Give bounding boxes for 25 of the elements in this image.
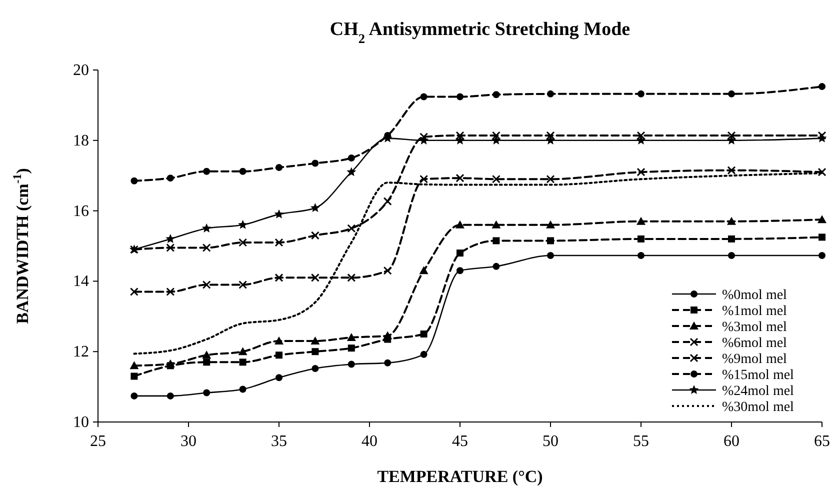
x-tick-label: 45 [452, 433, 468, 450]
y-tick-label: 10 [73, 414, 89, 431]
legend-label: %1mol mel [722, 304, 788, 319]
x-tick-label: 40 [362, 433, 378, 450]
x-tick-label: 55 [633, 433, 649, 450]
legend-label: %15mol mel [722, 368, 794, 383]
y-tick-label: 12 [73, 344, 89, 361]
legend-label: %30mol mel [722, 400, 794, 415]
legend-label: %9mol mel [722, 352, 788, 367]
legend-label: %0mol mel [722, 288, 788, 303]
x-tick-label: 60 [724, 433, 740, 450]
chart-title: CH$_{2}$ Antisymmetric Stretching Mode [330, 19, 630, 46]
x-tick-label: 30 [180, 433, 196, 450]
legend-label: %3mol mel [722, 320, 788, 335]
x-tick-label: 25 [90, 433, 106, 450]
y-tick-label: 18 [73, 132, 89, 150]
legend-label: %24mol mel [722, 384, 794, 399]
x-tick-label: 65 [814, 433, 830, 450]
x-tick-label: 50 [542, 433, 558, 450]
y-tick-label: 16 [73, 202, 89, 220]
y-tick-label: 14 [73, 273, 89, 290]
y-tick-label: 20 [73, 62, 89, 79]
x-tick-label: 35 [271, 433, 287, 450]
x-axis-title: TEMPERATURE (°C) [377, 467, 543, 486]
legend-label: %6mol mel [722, 336, 788, 351]
